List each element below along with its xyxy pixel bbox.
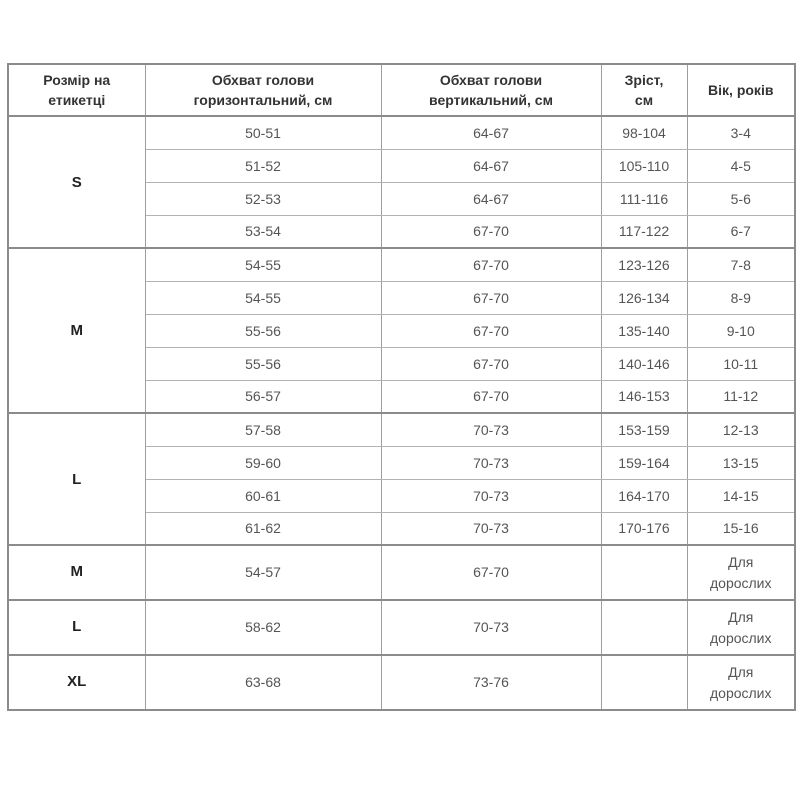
data-cell: 9-10 (686, 313, 796, 348)
table-row: S 50-51 64-67 98-104 3-4 (7, 115, 796, 249)
table-row: 54-55 67-70 126-134 8-9 (8, 280, 796, 315)
data-cell: 70-73 (380, 511, 602, 546)
data-cell: 67-70 (380, 313, 602, 348)
data-cell: 11-12 (686, 379, 796, 414)
header-cell-vertical: Обхват голови вертикальний, см (380, 63, 602, 117)
data-cell: 50-51 (144, 115, 382, 150)
table-row: 51-52 64-67 105-110 4-5 (8, 148, 796, 183)
data-cell-empty (600, 654, 688, 711)
data-cell: 135-140 (600, 313, 688, 348)
data-cell: 140-146 (600, 346, 688, 381)
table-row: M 54-55 67-70 123-126 7-8 (7, 247, 796, 414)
table-row: L 57-58 70-73 153-159 12-13 (7, 412, 796, 546)
header-cell-horizontal: Обхват голови горизонтальний, см (144, 63, 382, 117)
data-cell: 56-57 (144, 379, 382, 414)
data-cell: 60-61 (144, 478, 382, 513)
data-cell: 67-70 (380, 280, 602, 315)
data-cell: 55-56 (144, 313, 382, 348)
data-cell: 153-159 (600, 412, 688, 447)
table-row: XL 63-68 73-76 Для дорослих (7, 654, 796, 711)
data-cell: 51-52 (144, 148, 382, 183)
data-cell: 13-15 (686, 445, 796, 480)
data-cell: 12-13 (686, 412, 796, 447)
data-cell: 64-67 (380, 148, 602, 183)
data-cell: 67-70 (380, 247, 602, 282)
data-cell: 6-7 (686, 214, 796, 249)
data-cell: 111-116 (600, 181, 688, 216)
data-cell-empty (600, 544, 688, 601)
data-cell: 67-70 (380, 379, 602, 414)
data-cell: 54-55 (144, 247, 382, 282)
size-chart-table: Розмір на етикетці Обхват голови горизон… (7, 63, 796, 711)
data-cell: 15-16 (686, 511, 796, 546)
data-cell: 52-53 (144, 181, 382, 216)
data-cell: 170-176 (600, 511, 688, 546)
table-header-row: Розмір на етикетці Обхват голови горизон… (7, 63, 796, 117)
table-row: 53-54 67-70 117-122 6-7 (8, 214, 796, 249)
data-cell: 14-15 (686, 478, 796, 513)
data-cell: 63-68 (144, 654, 382, 711)
data-cell: Для дорослих (686, 599, 796, 656)
data-cell: 70-73 (380, 412, 602, 447)
table-row: M 54-57 67-70 Для дорослих (7, 544, 796, 601)
size-group-cell-m: M (7, 247, 146, 414)
header-cell-size: Розмір на етикетці (7, 63, 146, 117)
header-cell-height: Зріст, см (600, 63, 688, 117)
data-cell: 10-11 (686, 346, 796, 381)
data-cell: 61-62 (144, 511, 382, 546)
data-cell: 159-164 (600, 445, 688, 480)
data-cell: 57-58 (144, 412, 382, 447)
data-cell: 67-70 (380, 544, 602, 601)
table-row: 61-62 70-73 170-176 15-16 (8, 511, 796, 546)
header-cell-age: Вік, років (686, 63, 796, 117)
table-row: 59-60 70-73 159-164 13-15 (8, 445, 796, 480)
data-cell: 117-122 (600, 214, 688, 249)
size-cell-adult-m: M (7, 544, 146, 601)
table-row: 56-57 67-70 146-153 11-12 (8, 379, 796, 414)
data-cell: 126-134 (600, 280, 688, 315)
data-cell-empty (600, 599, 688, 656)
table-row: L 58-62 70-73 Для дорослих (7, 599, 796, 656)
size-group-cell-s: S (7, 115, 146, 249)
size-cell-adult-l: L (7, 599, 146, 656)
data-cell: 67-70 (380, 346, 602, 381)
data-cell: Для дорослих (686, 544, 796, 601)
data-cell: 105-110 (600, 148, 688, 183)
data-cell: 73-76 (380, 654, 602, 711)
table-row: 60-61 70-73 164-170 14-15 (8, 478, 796, 513)
data-cell: 3-4 (686, 115, 796, 150)
data-cell: 98-104 (600, 115, 688, 150)
data-cell: 5-6 (686, 181, 796, 216)
data-cell: 70-73 (380, 599, 602, 656)
table-row: 55-56 67-70 140-146 10-11 (8, 346, 796, 381)
table-row: 52-53 64-67 111-116 5-6 (8, 181, 796, 216)
data-cell: 146-153 (600, 379, 688, 414)
data-cell: 54-57 (144, 544, 382, 601)
data-cell: 53-54 (144, 214, 382, 249)
data-cell: 64-67 (380, 181, 602, 216)
data-cell: 67-70 (380, 214, 602, 249)
data-cell: 59-60 (144, 445, 382, 480)
data-cell: 123-126 (600, 247, 688, 282)
data-cell: 7-8 (686, 247, 796, 282)
data-cell: 70-73 (380, 478, 602, 513)
data-cell: Для дорослих (686, 654, 796, 711)
data-cell: 58-62 (144, 599, 382, 656)
data-cell: 4-5 (686, 148, 796, 183)
data-cell: 64-67 (380, 115, 602, 150)
data-cell: 54-55 (144, 280, 382, 315)
size-cell-adult-xl: XL (7, 654, 146, 711)
data-cell: 55-56 (144, 346, 382, 381)
data-cell: 8-9 (686, 280, 796, 315)
size-group-cell-l: L (7, 412, 146, 546)
data-cell: 70-73 (380, 445, 602, 480)
data-cell: 164-170 (600, 478, 688, 513)
